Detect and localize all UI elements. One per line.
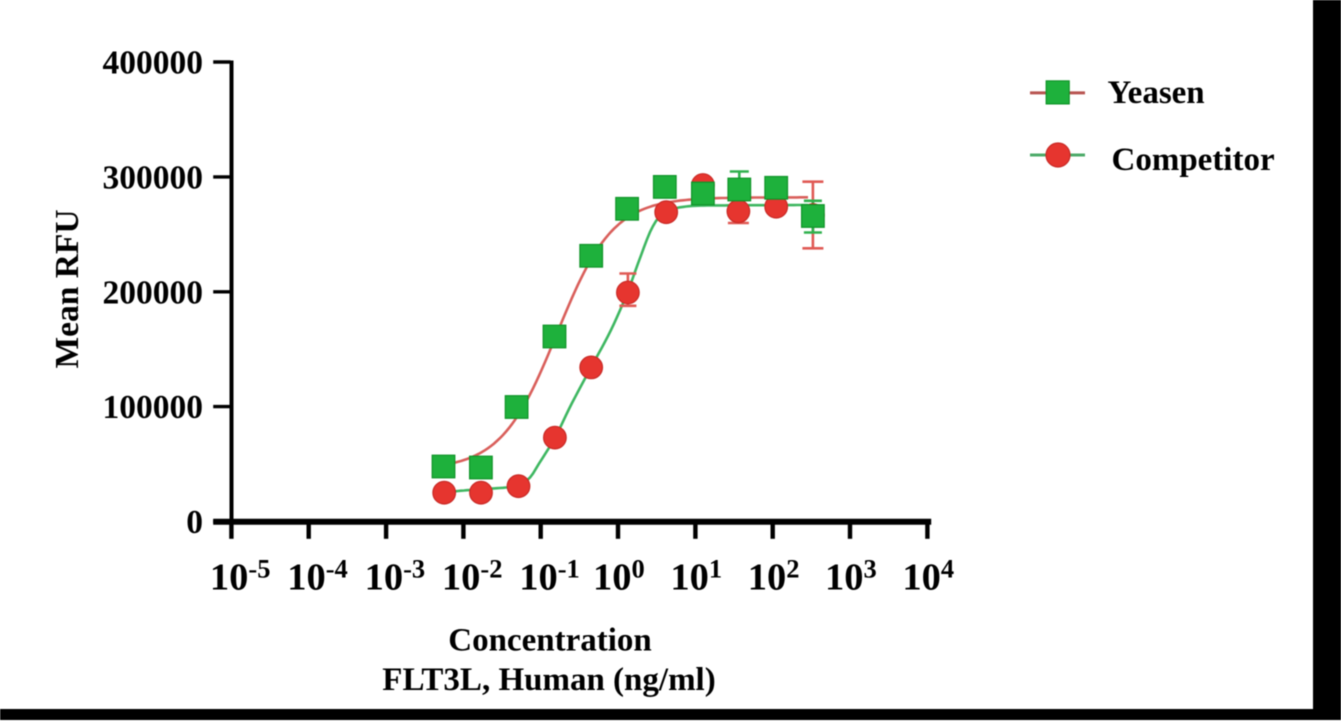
svg-text:300000: 300000 xyxy=(103,160,204,197)
svg-text:100000: 100000 xyxy=(103,389,204,426)
svg-text:10-1: 10-1 xyxy=(519,553,580,598)
svg-text:200000: 200000 xyxy=(103,274,204,311)
svg-text:Mean RFU: Mean RFU xyxy=(49,209,86,368)
svg-text:Yeasen: Yeasen xyxy=(1108,75,1205,111)
svg-text:100: 100 xyxy=(593,553,645,598)
svg-text:Competitor: Competitor xyxy=(1112,142,1275,178)
svg-text:400000: 400000 xyxy=(103,45,204,82)
svg-text:FLT3L, Human (ng/ml): FLT3L, Human (ng/ml) xyxy=(382,662,715,698)
svg-text:Concentration: Concentration xyxy=(448,622,651,658)
svg-text:0: 0 xyxy=(186,504,203,541)
